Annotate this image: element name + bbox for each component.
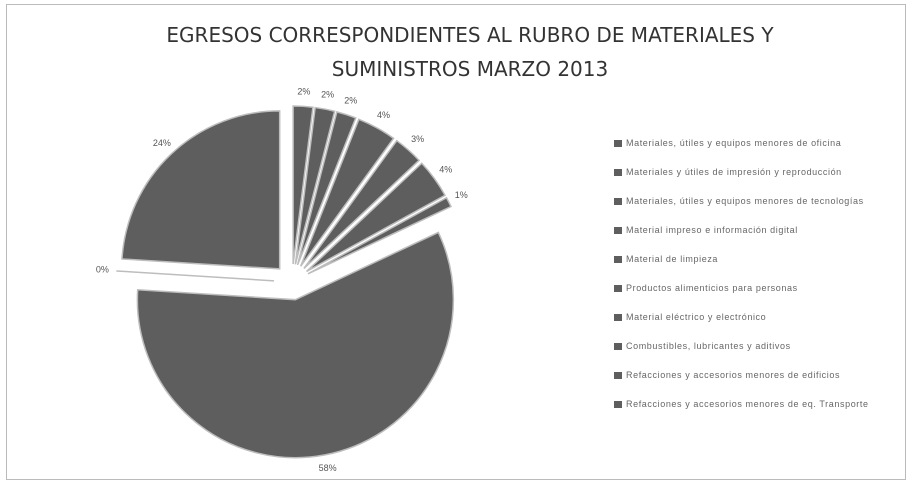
legend-swatch [614, 169, 622, 176]
legend-swatch [614, 256, 622, 263]
data-label: 2% [344, 96, 357, 106]
data-label: 24% [153, 138, 171, 148]
legend-label: Materiales, útiles y equipos menores de … [626, 196, 864, 206]
data-label: 2% [321, 90, 334, 100]
legend-item: Material de limpieza [614, 254, 914, 283]
legend-swatch [614, 285, 622, 292]
legend-label: Productos alimenticios para personas [626, 283, 798, 293]
legend-item: Materiales, útiles y equipos menores de … [614, 138, 914, 167]
pie-slice [299, 118, 395, 267]
pie-slice [136, 231, 455, 459]
chart-frame [6, 4, 906, 480]
legend-label: Materiales y útiles de impresión y repro… [626, 167, 842, 177]
legend-label: Refacciones y accesorios menores de eq. … [626, 399, 869, 409]
legend-swatch [614, 343, 622, 350]
data-label: 4% [377, 110, 390, 120]
legend-swatch [614, 198, 622, 205]
legend-label: Material impreso e información digital [626, 225, 798, 235]
legend-label: Materiales, útiles y equipos menores de … [626, 138, 842, 148]
legend-swatch [614, 314, 622, 321]
pie-slice [303, 139, 421, 270]
pie-slice [116, 270, 275, 282]
legend-swatch [614, 227, 622, 234]
legend-swatch [614, 140, 622, 147]
legend-item: Refacciones y accesorios menores de edif… [614, 370, 914, 399]
legend-item: Material eléctrico y electrónico [614, 312, 914, 341]
data-label: 0% [96, 264, 109, 274]
legend-item: Refacciones y accesorios menores de eq. … [614, 399, 914, 428]
legend-item: Materiales y útiles de impresión y repro… [614, 167, 914, 196]
legend-label: Material eléctrico y electrónico [626, 312, 767, 322]
legend-swatch [614, 372, 622, 379]
pie-slice [121, 110, 281, 270]
legend-item: Combustibles, lubricantes y aditivos [614, 341, 914, 370]
data-label: 2% [297, 87, 310, 97]
legend-label: Refacciones y accesorios menores de edif… [626, 370, 841, 380]
data-label: 4% [439, 165, 452, 175]
data-label: 58% [319, 463, 337, 473]
data-label: 3% [411, 134, 424, 144]
pie-slice [307, 196, 452, 275]
pie-slice [296, 110, 357, 266]
legend-item: Productos alimenticios para personas [614, 283, 914, 312]
data-label: 1% [455, 190, 468, 200]
pie-slice [292, 105, 314, 265]
pie-slice [294, 106, 336, 265]
legend-label: Material de limpieza [626, 254, 719, 264]
legend-swatch [614, 401, 622, 408]
pie-slice [306, 162, 447, 273]
legend: Materiales, útiles y equipos menores de … [614, 138, 914, 428]
legend-item: Materiales, útiles y equipos menores de … [614, 196, 914, 225]
chart-title: EGRESOS CORRESPONDIENTES AL RUBRO DE MAT… [166, 23, 774, 81]
legend-label: Combustibles, lubricantes y aditivos [626, 341, 791, 351]
legend-item: Material impreso e información digital [614, 225, 914, 254]
